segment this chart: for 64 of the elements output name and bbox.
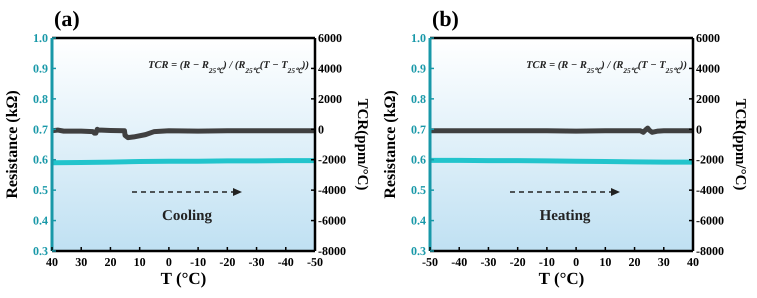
y-tick-label: 1.0 <box>411 31 426 45</box>
x-tick-label: 30 <box>75 255 88 269</box>
x-tick-label: -30 <box>248 255 265 269</box>
y2-tick-label: 2000 <box>696 92 720 106</box>
y-tick-label: 0.7 <box>33 122 48 136</box>
x-tick-label: 0 <box>166 255 172 269</box>
y-tick-label: 0.8 <box>33 92 48 106</box>
y2-tick-label: 0 <box>318 122 324 136</box>
y-tick-label: 0.5 <box>33 183 48 198</box>
y-tick-label: 0.7 <box>411 122 426 136</box>
y2-tick-label: 4000 <box>318 61 342 76</box>
y2-tick-label: 6000 <box>318 31 342 45</box>
y2-tick-label: -2000 <box>318 152 346 167</box>
x-tick-label: 10 <box>599 255 612 269</box>
x-axis-title: T (°C) <box>160 269 206 288</box>
chart-title: (a) <box>54 6 80 31</box>
y-tick-label: 0.4 <box>33 214 48 228</box>
x-tick-label: 10 <box>134 255 146 269</box>
y-tick-label: 0.9 <box>33 61 48 76</box>
y-tick-label: 0.3 <box>411 244 426 258</box>
x-tick-label: -10 <box>538 255 555 269</box>
x-tick-label: 40 <box>687 255 699 269</box>
annotation: TCR = (R − R$_{25℃}$) / (R$_{25℃}$(T − T$_{25℃}$)) <box>526 60 687 74</box>
x-tick-label: 30 <box>658 255 670 269</box>
y-tick-label: 0.3 <box>33 244 48 258</box>
y2-tick-label: -8000 <box>318 244 346 258</box>
y2-tick-label: -2000 <box>696 152 724 167</box>
x-tick-label: -40 <box>278 255 294 269</box>
y2-tick-label: 4000 <box>696 61 720 76</box>
y2-tick-label: 6000 <box>696 31 720 45</box>
x-tick-label: 20 <box>104 255 116 269</box>
y2-tick-label: -6000 <box>696 214 724 228</box>
x-tick-label: -50 <box>422 255 438 269</box>
y-axis-title: Resistance (kΩ) <box>382 90 399 199</box>
y2-tick-label: 2000 <box>318 92 342 106</box>
y2-tick-label: -6000 <box>318 214 346 228</box>
x-tick-label: -40 <box>451 255 468 269</box>
y2-tick-label: 0 <box>696 122 702 136</box>
x-tick-label: -30 <box>480 255 496 269</box>
y-tick-label: 0.6 <box>33 152 48 167</box>
x-tick-label: -10 <box>190 255 206 269</box>
y-tick-label: 0.8 <box>411 92 426 106</box>
y2-tick-label: -8000 <box>696 244 724 258</box>
y2-axis-title: TCR(ppm/°C) <box>354 98 370 190</box>
y-axis-title: Resistance (kΩ) <box>4 90 21 199</box>
x-tick-label: -20 <box>219 255 236 269</box>
chart-title: (b) <box>432 6 459 31</box>
x-axis-title: T (°C) <box>538 269 584 288</box>
annotation: Cooling <box>162 208 212 224</box>
x-tick-label: -50 <box>307 255 323 269</box>
y-tick-label: 1.0 <box>33 31 48 45</box>
x-tick-label: 20 <box>628 255 641 269</box>
y-tick-label: 0.9 <box>411 61 426 76</box>
x-tick-label: 0 <box>573 255 580 269</box>
annotation: TCR = (R − R$_{25℃}$) / (R$_{25℃}$(T − T$_{25℃}$)) <box>148 60 309 74</box>
y2-tick-label: -4000 <box>696 183 724 198</box>
y-tick-label: 0.5 <box>411 183 426 198</box>
x-tick-label: -20 <box>510 255 526 269</box>
y2-tick-label: -4000 <box>318 183 346 198</box>
y-tick-label: 0.4 <box>411 214 426 228</box>
x-tick-label: 40 <box>46 255 58 269</box>
annotation: Heating <box>540 208 591 224</box>
y2-axis-title: TCR(ppm/°C) <box>732 98 748 190</box>
y-tick-label: 0.6 <box>411 152 426 167</box>
